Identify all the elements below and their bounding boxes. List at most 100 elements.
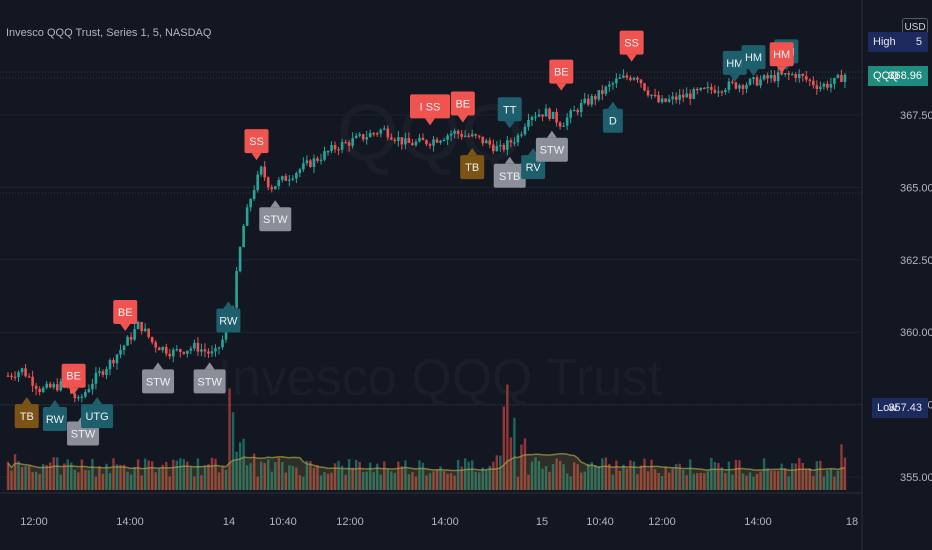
candle-body	[91, 383, 94, 390]
volume-bar	[762, 458, 766, 490]
volume-bar	[13, 454, 17, 490]
volume-bar	[587, 463, 590, 490]
volume-bar	[671, 468, 674, 490]
last-symbol: QQQ	[873, 70, 899, 82]
candle-body	[179, 349, 182, 352]
signal-be: BE	[549, 59, 574, 91]
signal-label: BE	[66, 371, 81, 383]
signal-tb: TB	[14, 397, 39, 429]
volume-bar	[400, 466, 404, 490]
signal-pointer	[457, 115, 468, 123]
volume-bar	[284, 472, 288, 490]
candle-body	[636, 77, 639, 80]
candle-body	[752, 77, 755, 80]
volume-bar	[819, 460, 822, 490]
candle-body	[295, 173, 298, 179]
candle-body	[372, 133, 376, 135]
volume-bar	[727, 461, 731, 490]
volume-bar	[235, 451, 238, 490]
signal-box	[722, 50, 747, 75]
candle-body	[513, 142, 516, 144]
candle-body	[527, 120, 530, 127]
last-price-tag: QQQ 368.96	[868, 66, 928, 86]
signal-label: BE	[118, 307, 133, 319]
candle-body	[569, 110, 572, 118]
volume-bar	[91, 458, 94, 490]
volume-bar	[710, 457, 713, 490]
volume-bar	[530, 461, 534, 490]
signal-pointer	[49, 400, 60, 408]
candle-body	[653, 94, 657, 97]
candle-body	[333, 145, 337, 150]
signal-box	[244, 129, 269, 154]
volume-bar	[312, 467, 316, 490]
signal-label: UTG	[85, 411, 108, 423]
volume-bar	[657, 472, 660, 490]
volume-bar	[474, 471, 477, 490]
price-tick-label: 365.00	[900, 182, 932, 194]
signal-label: I SS	[420, 101, 441, 113]
time-tick-label: 10:40	[586, 516, 614, 528]
candle-body	[794, 74, 798, 79]
volume-bar	[604, 457, 608, 490]
volume-bar	[713, 462, 717, 490]
signal-rw: RW	[42, 400, 67, 432]
volume-bar	[411, 472, 414, 490]
signal-i-ss: I SS	[410, 94, 450, 126]
candle-body	[358, 134, 361, 136]
volume-bar	[639, 465, 643, 490]
signal-box	[450, 91, 475, 116]
pattern-signals: BE TB RW STW UTG BE STW STW RW SS STW I SS BE TB TT STB…	[14, 30, 799, 446]
signal-label: STW	[263, 214, 288, 226]
volume-bar	[105, 463, 108, 490]
candle-body	[122, 345, 126, 351]
candle-body	[319, 159, 323, 161]
candle-body	[382, 128, 386, 130]
signal-be: BE	[113, 299, 138, 331]
candle-body	[632, 77, 636, 80]
volume-bar	[182, 459, 186, 490]
candle-body	[572, 110, 576, 112]
volume-bar	[119, 464, 122, 490]
signal-label: STW	[540, 145, 565, 157]
volume-bar	[203, 465, 207, 490]
signal-tb: TB	[460, 148, 485, 180]
signal-box	[61, 363, 86, 388]
candle-body	[734, 82, 738, 89]
volume-bar	[404, 460, 407, 490]
candle-body	[713, 89, 717, 93]
signal-box	[497, 97, 522, 122]
candle-body	[625, 75, 629, 78]
volume-bar	[460, 466, 463, 490]
volume-bar	[252, 453, 256, 490]
price-tick-label: 362.50	[900, 255, 932, 267]
volume-bar	[326, 473, 330, 490]
volume-bar	[172, 459, 175, 490]
candle-body	[112, 360, 115, 364]
candle-body	[748, 79, 752, 85]
volume-bar	[769, 470, 773, 490]
volume-bar	[653, 469, 657, 490]
candle-body	[804, 75, 808, 80]
candle-body	[105, 369, 108, 375]
candle-body	[203, 349, 207, 352]
candle-body	[312, 158, 316, 167]
volume-bar	[583, 471, 586, 490]
candle-body	[6, 375, 10, 377]
volume-bar	[678, 463, 681, 490]
signal-label: HM	[745, 52, 762, 64]
candle-body	[108, 360, 112, 370]
candle-body	[351, 138, 354, 146]
candle-body	[773, 74, 776, 82]
signal-box	[549, 59, 574, 84]
candle-body	[755, 77, 759, 86]
candle-body	[281, 176, 284, 180]
candle-body	[73, 393, 77, 399]
volume-bar	[129, 474, 133, 490]
time-axis[interactable]: 12:00 14:00 14 10:40 12:00 14:00 15 10:40 12:00 1…	[20, 516, 858, 528]
candle-body	[537, 114, 541, 117]
candle-body	[590, 96, 594, 105]
